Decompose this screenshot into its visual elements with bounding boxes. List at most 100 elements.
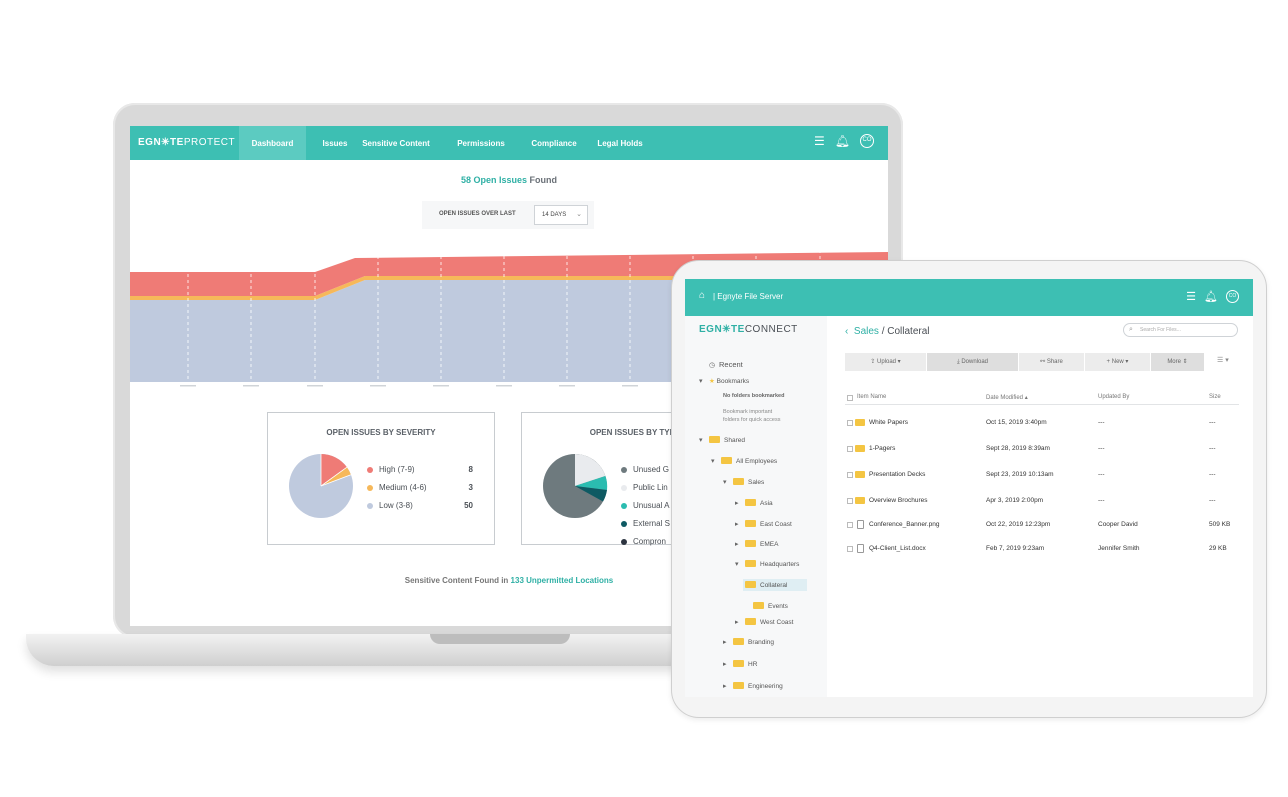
chart-tick-marks [180, 385, 638, 387]
caret-down-icon: ▾ [699, 437, 703, 444]
type-legend: Unused G Public Lin Unusual A External S… [621, 465, 727, 555]
share-button[interactable]: ⚯ Share [1019, 353, 1085, 371]
plus-icon: + [1106, 359, 1111, 365]
protect-header-icons: ☰ 🔔︎ CO [814, 134, 874, 148]
list-view-icon[interactable]: ☰ ▾ [1217, 357, 1229, 364]
tab-legal-holds[interactable]: Legal Holds [597, 139, 643, 148]
notification-bell-icon[interactable]: 🔔︎ [834, 134, 850, 148]
sidebar-item-branding[interactable]: ▸ Branding [723, 638, 775, 646]
notification-bell-icon[interactable]: 🔔︎ [1204, 291, 1218, 303]
sidebar-item-sales[interactable]: ▾ Sales [723, 478, 765, 486]
breadcrumb-parent[interactable]: Sales [853, 326, 879, 337]
user-avatar-icon[interactable]: CO [1226, 290, 1239, 303]
sidebar-item-bookmarks[interactable]: ▾ ★ Bookmarks [699, 378, 750, 385]
table-row[interactable]: Conference_Banner.png Oct 22, 2019 12:23… [845, 515, 1239, 537]
legend-row-compromised: Compron [621, 537, 727, 555]
severity-card-title: OPEN ISSUES BY SEVERITY [326, 428, 436, 437]
sidebar-item-west-coast[interactable]: ▸ West Coast [735, 618, 794, 626]
sidebar-item-east-coast[interactable]: ▸ East Coast [735, 520, 792, 528]
folder-icon [721, 457, 732, 464]
link-icon: ⚯ [1040, 359, 1046, 365]
caret-right-icon: ▸ [723, 683, 727, 690]
legend-row-unused: Unused G [621, 465, 727, 483]
folder-icon [733, 478, 744, 485]
sidebar-item-hr[interactable]: ▸ HR [723, 660, 758, 668]
new-button[interactable]: + New ▾ [1085, 353, 1151, 371]
connect-screen: ⌂ | Egnyte File Server ☰ 🔔︎ CO EGN✳TECON… [685, 279, 1253, 697]
user-avatar-icon[interactable]: CO [860, 134, 874, 148]
sidebar-item-headquarters[interactable]: ▾ Headquarters [735, 560, 800, 568]
folder-icon [745, 618, 756, 625]
row-checkbox[interactable] [847, 522, 853, 528]
folder-icon [733, 638, 744, 645]
table-row[interactable]: 1-Pagers Sept 28, 2019 8:39am --- --- [845, 439, 1239, 461]
row-checkbox[interactable] [847, 498, 853, 504]
row-checkbox[interactable] [847, 472, 853, 478]
connect-main: ‹ Sales / Collateral ⌕ Search For Files.… [827, 316, 1253, 697]
folder-icon [855, 471, 865, 478]
legend-row-public: Public Lin [621, 483, 727, 501]
folder-icon [733, 682, 744, 689]
type-card-title: OPEN ISSUES BY TYPE [589, 428, 681, 437]
breadcrumb-current: Collateral [887, 326, 930, 337]
folder-icon [753, 602, 764, 609]
download-button[interactable]: ⤓ Download [927, 353, 1019, 371]
tab-permissions[interactable]: Permissions [457, 139, 505, 148]
legend-dot [367, 467, 373, 473]
row-checkbox[interactable] [847, 446, 853, 452]
table-row[interactable]: Presentation Decks Sept 23, 2019 10:13am… [845, 465, 1239, 487]
sidebar-item-collateral[interactable]: Collateral [743, 579, 808, 591]
caret-down-icon: ▾ [699, 378, 703, 385]
folder-icon [855, 445, 865, 452]
type-pie-chart [543, 454, 608, 518]
menu-icon[interactable]: ☰ [1186, 291, 1197, 303]
tab-sensitive-content[interactable]: Sensitive Content [362, 139, 430, 148]
severity-pie-chart [289, 454, 353, 518]
severity-legend: High (7-9) 8 Medium (4-6) 3 Low (3-8) 50 [367, 465, 473, 519]
sidebar-item-recent[interactable]: ◷ Recent [709, 360, 743, 369]
pie-slice-public-links [575, 454, 606, 486]
more-button[interactable]: More ⇕ [1151, 353, 1205, 371]
sidebar-item-all-employees[interactable]: ▾ All Employees [711, 457, 778, 465]
connect-sidebar: EGN✳TECONNECT ◷ Recent ▾ ★ Bookmarks No fo… [685, 316, 827, 697]
column-item-name[interactable]: Item Name [857, 394, 887, 400]
laptop-base [26, 634, 726, 666]
file-toolbar: ⇪ Upload ▾ ⤓ Download ⚯ Share + New ▾ Mo… [845, 353, 1205, 371]
upload-button[interactable]: ⇪ Upload ▾ [845, 353, 927, 371]
sidebar-item-shared[interactable]: ▾ Shared [699, 436, 745, 444]
menu-icon[interactable]: ☰ [814, 134, 825, 148]
days-select[interactable]: 14 DAYS ⌄ [534, 205, 588, 225]
row-checkbox[interactable] [847, 546, 853, 552]
legend-row-low: Low (3-8) 50 [367, 501, 473, 519]
caret-right-icon: ▸ [723, 661, 727, 668]
table-row[interactable]: White Papers Oct 15, 2019 3:40pm --- --- [845, 413, 1239, 435]
sidebar-item-emea[interactable]: ▸ EMEA [735, 540, 779, 548]
sidebar-item-events[interactable]: Events [753, 602, 788, 610]
search-input[interactable]: ⌕ Search For Files... [1123, 323, 1238, 337]
table-row[interactable]: Overview Brochures Apr 3, 2019 2:00pm --… [845, 491, 1239, 513]
column-date-modified[interactable]: Date Modified ▴ [986, 395, 1028, 401]
folder-icon [745, 499, 756, 506]
row-checkbox[interactable] [847, 420, 853, 426]
severity-card: OPEN ISSUES BY SEVERITY High (7-9) 8 Med… [267, 412, 495, 545]
column-size[interactable]: Size [1209, 394, 1221, 400]
tab-issues[interactable]: Issues [322, 139, 348, 148]
sidebar-item-asia[interactable]: ▸ Asia [735, 499, 773, 507]
home-icon[interactable]: ⌂ [699, 290, 706, 301]
select-all-checkbox[interactable] [847, 395, 853, 401]
pie-slice-high [321, 454, 347, 486]
connect-logo: EGN✳TECONNECT [699, 324, 798, 335]
tab-dashboard[interactable]: Dashboard [239, 126, 306, 160]
back-chevron-icon[interactable]: ‹ [845, 326, 849, 337]
column-updated-by[interactable]: Updated By [1098, 394, 1130, 400]
sidebar-item-engineering[interactable]: ▸ Engineering [723, 682, 783, 690]
folder-icon [733, 660, 744, 667]
legend-row-medium: Medium (4-6) 3 [367, 483, 473, 501]
table-row[interactable]: Q4-Client_List.docx Feb 7, 2019 9:23am J… [845, 539, 1239, 561]
file-table-header: Item Name Date Modified ▴ Updated By Siz… [845, 391, 1239, 405]
laptop-notch [430, 634, 570, 644]
issues-time-filter: OPEN ISSUES OVER LAST 14 DAYS ⌄ [422, 201, 594, 229]
locked-document-icon [857, 544, 864, 553]
tab-compliance[interactable]: Compliance [531, 139, 577, 148]
pie-slice-medium [321, 467, 351, 486]
